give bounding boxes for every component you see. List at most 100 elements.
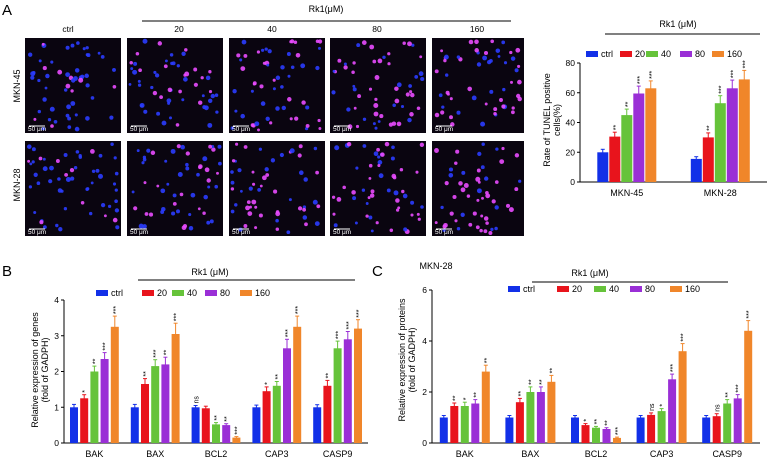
cell-dot: [207, 122, 213, 128]
cell-dot: [251, 170, 255, 174]
cell-dot: [265, 173, 270, 177]
cell-dot: [407, 41, 412, 47]
cell-dot: [63, 207, 68, 211]
legend-label: ctrl: [523, 284, 535, 294]
genes-ylabel-line1: Relative expression of genes: [30, 312, 40, 428]
cell-dot: [193, 67, 198, 72]
cell-dot: [434, 221, 438, 225]
cell-dot: [60, 189, 64, 193]
cell-dot: [514, 153, 520, 158]
cell-dot: [488, 231, 493, 235]
cell-dot: [240, 113, 245, 119]
cell-dot: [91, 169, 96, 174]
cell-dot: [261, 48, 265, 52]
cell-dot: [463, 183, 469, 188]
y-tick-label: 6: [422, 285, 427, 295]
y-tick-label: 2: [422, 387, 427, 397]
cell-dot: [39, 220, 44, 225]
cell-dot: [461, 170, 466, 175]
cell-dot: [181, 98, 185, 102]
cell-dot: [154, 73, 160, 78]
significance-label: **: [214, 415, 221, 421]
cell-dot: [295, 53, 301, 58]
cell-dot: [290, 65, 295, 70]
tunel-ylabel-line1: Rate of TUNEL positive: [542, 73, 552, 167]
cell-dot: [410, 92, 415, 98]
significance-label: ***: [718, 85, 725, 93]
cell-dot: [181, 51, 186, 56]
significance-label: **: [539, 379, 546, 385]
scale-bar-label: 50 μm: [130, 126, 148, 133]
cell-dot: [396, 82, 402, 88]
cell-dot: [460, 212, 465, 217]
cell-dot: [275, 210, 280, 214]
micro-panel-bg: [25, 141, 121, 236]
legend-swatch: [620, 51, 632, 57]
panel-a-images: A Rk1(μM) ctrl 20 40 80 160 MKN-45 MKN-2…: [2, 2, 524, 236]
bar: [733, 398, 742, 443]
bar: [333, 348, 342, 443]
cell-dot: [501, 40, 506, 45]
cell-dot: [132, 69, 138, 75]
cell-dot: [63, 153, 68, 157]
bar: [515, 402, 524, 443]
cell-dot: [352, 196, 357, 201]
significance-label: **: [613, 124, 620, 130]
cell-dot: [80, 201, 85, 205]
bar: [252, 407, 261, 444]
cell-dot: [275, 227, 280, 231]
significance-label: *: [82, 390, 89, 393]
cell-dot: [206, 220, 211, 225]
cell-dot: [265, 116, 270, 121]
bar: [293, 326, 302, 443]
cell-dot: [454, 161, 458, 165]
cell-dot: [441, 105, 445, 109]
cell-dot: [98, 173, 103, 179]
significance-label: *: [660, 404, 667, 407]
bar: [547, 381, 556, 443]
cell-dot: [252, 82, 256, 86]
cell-dot: [204, 167, 210, 173]
cell-dot: [74, 113, 78, 117]
cell-dot: [198, 165, 202, 170]
cell-dot: [417, 217, 421, 221]
cell-dot: [166, 182, 170, 186]
bar: [212, 424, 220, 443]
cell-dot: [232, 89, 237, 94]
tunel-rk1-label: Rk1 (μM): [659, 19, 696, 29]
cell-dot: [490, 227, 494, 232]
cell-dot: [160, 188, 166, 194]
bar: [130, 407, 139, 444]
col-header-160: 160: [470, 24, 484, 34]
cell-dot: [392, 103, 396, 108]
cell-dot: [214, 184, 218, 189]
cell-dot: [146, 148, 151, 153]
cell-dot: [70, 43, 75, 48]
cell-dot: [499, 98, 503, 102]
cell-dot: [38, 156, 43, 161]
bar: [171, 334, 180, 443]
bar: [272, 385, 281, 443]
bar: [323, 385, 332, 443]
cell-dot: [57, 177, 61, 181]
cell-dot: [491, 199, 496, 204]
significance-label: ***: [174, 313, 181, 321]
cell-dot: [517, 96, 522, 102]
cell-dot: [48, 179, 53, 184]
cell-dot: [365, 214, 369, 218]
bar: [581, 425, 590, 443]
cell-dot: [434, 69, 439, 74]
cell-dot: [517, 64, 521, 68]
cell-dot: [403, 227, 408, 232]
cell-dot: [203, 105, 209, 111]
proteins-ylabel-line1: Relative expression of proteins: [397, 298, 407, 422]
cell-dot: [337, 58, 342, 63]
cell-dot: [468, 222, 473, 227]
cell-dot: [142, 38, 148, 44]
significance-label: **: [625, 101, 632, 107]
bar: [571, 417, 579, 443]
cell-dot: [95, 168, 100, 173]
cell-dot: [38, 59, 42, 63]
cell-dot: [98, 153, 103, 158]
cell-dot: [234, 109, 238, 113]
